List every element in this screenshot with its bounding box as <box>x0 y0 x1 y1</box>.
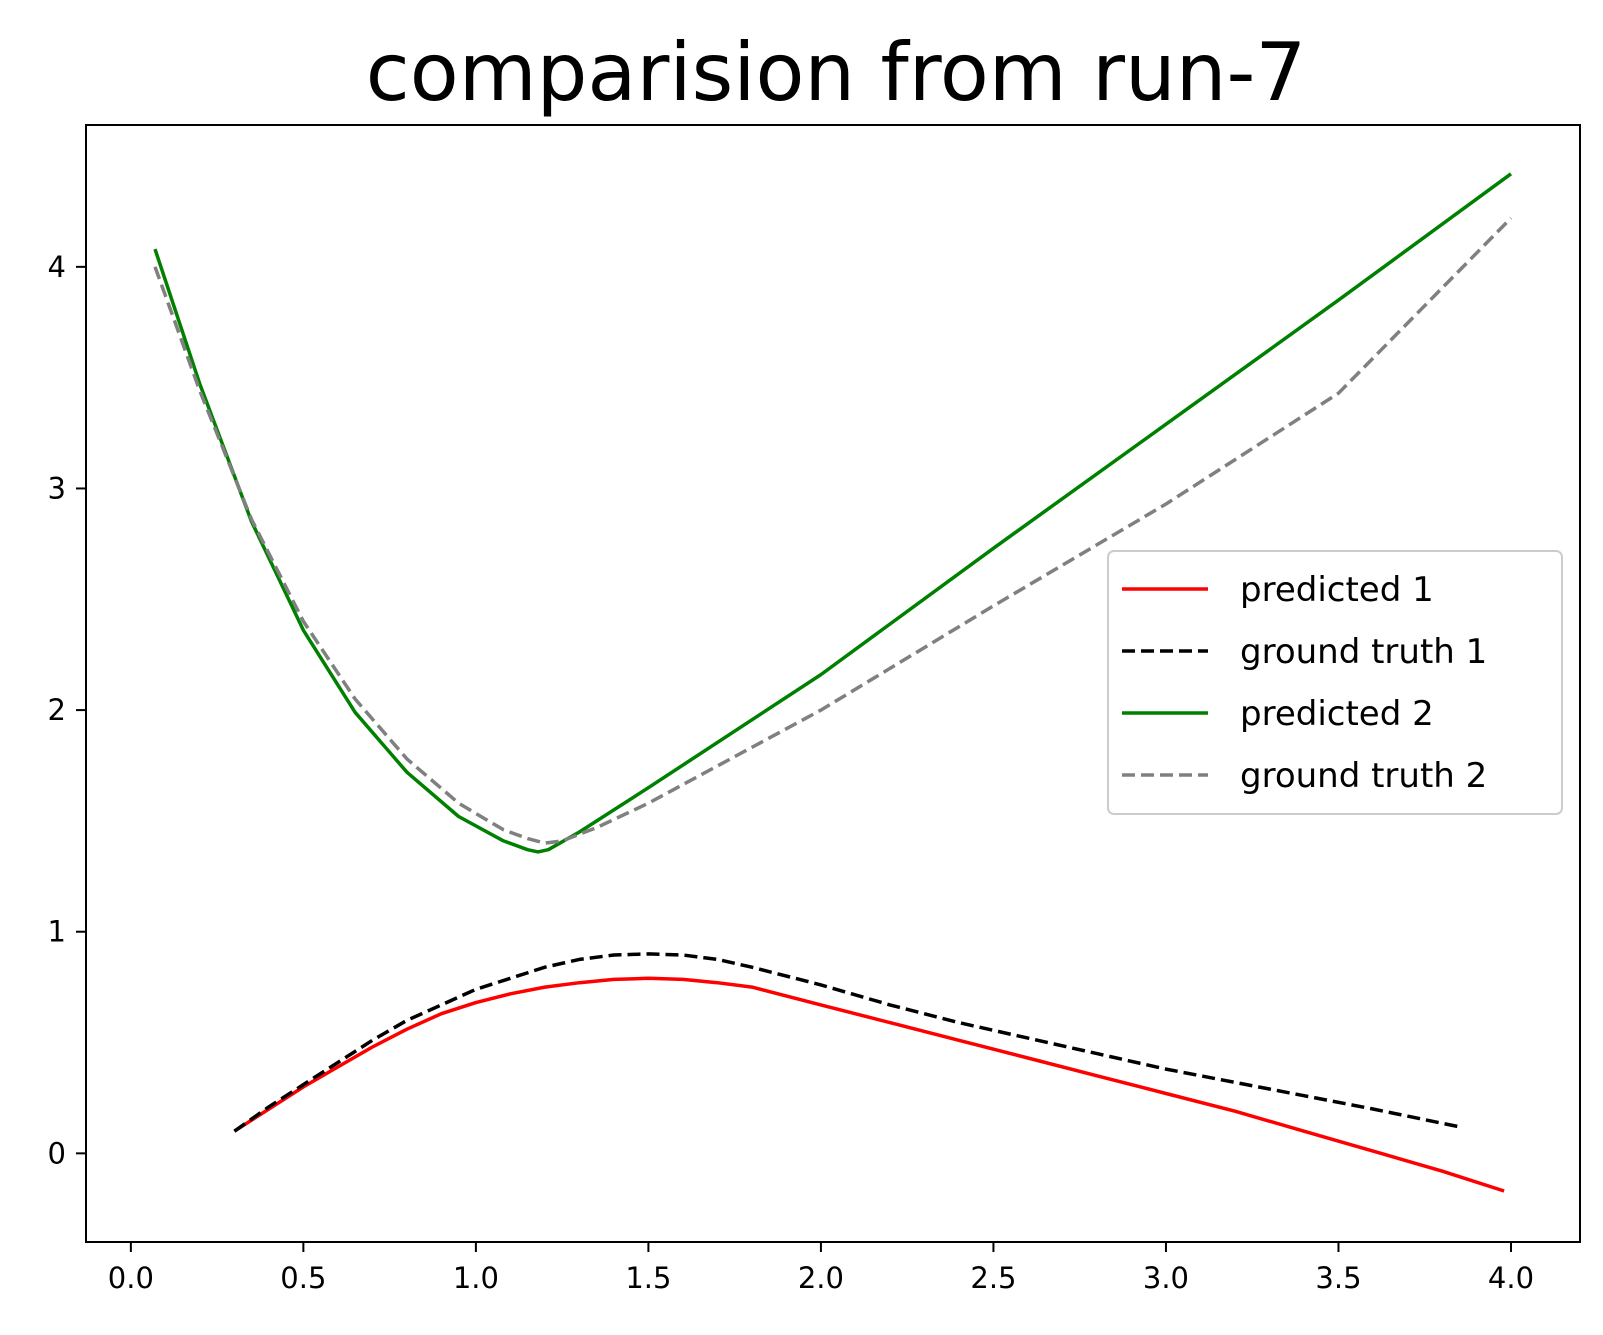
legend-label: predicted 2 <box>1240 694 1434 734</box>
x-tick-label: 0.5 <box>280 1261 326 1295</box>
y-tick-label: 4 <box>48 250 66 284</box>
chart-title: comparision from run-7 <box>366 26 1306 119</box>
y-tick-label: 2 <box>48 693 66 727</box>
x-tick-label: 4.0 <box>1488 1261 1534 1295</box>
series-line-4 <box>153 216 1513 845</box>
x-axis: 0.0 0.5 1.0 1.5 2.0 2.5 3.0 3.5 4.0 <box>108 1242 1534 1295</box>
x-tick-label: 3.0 <box>1143 1261 1189 1295</box>
x-tick-label: 1.0 <box>453 1261 499 1295</box>
x-tick-label: 0.0 <box>108 1261 154 1295</box>
series-line-1 <box>233 976 1505 1193</box>
y-tick-label: 0 <box>48 1136 66 1170</box>
y-tick-label: 1 <box>48 915 66 949</box>
plot-frame <box>85 124 1581 1243</box>
x-tick-label: 3.5 <box>1315 1261 1361 1295</box>
y-axis: 0 1 2 3 4 <box>48 250 86 1170</box>
series-layer <box>153 172 1513 1193</box>
legend-box <box>1107 550 1563 815</box>
x-tick-label: 1.5 <box>625 1261 671 1295</box>
legend-label: ground truth 1 <box>1240 632 1487 672</box>
series-line-3 <box>153 172 1513 854</box>
legend: predicted 1 ground truth 1 predicted 2 grou… <box>1107 550 1563 815</box>
legend-label: predicted 1 <box>1240 570 1434 610</box>
x-tick-label: 2.5 <box>970 1261 1016 1295</box>
legend-label: ground truth 2 <box>1240 756 1487 796</box>
x-tick-label: 2.0 <box>798 1261 844 1295</box>
y-tick-label: 3 <box>48 471 66 505</box>
series-line-2 <box>233 952 1460 1133</box>
